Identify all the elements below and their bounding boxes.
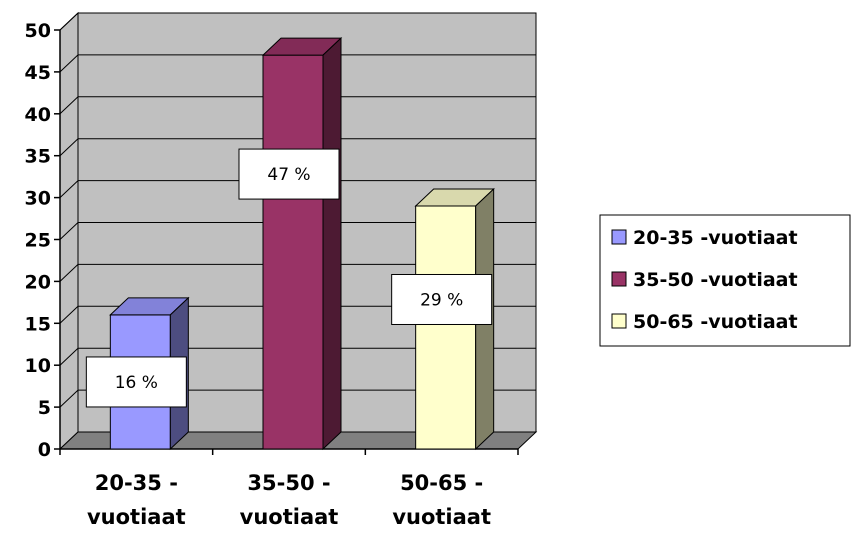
bar-front (415, 205, 477, 450)
gridline (59, 54, 536, 73)
legend-entry: 35-50 -vuotiaat (633, 269, 798, 291)
category-label-line: vuotiaat (240, 505, 339, 529)
legend-swatch (611, 229, 627, 245)
data-label-text: 16 % (115, 373, 158, 393)
bar-front (262, 54, 324, 450)
category-label: 50-65 - vuotiaat (392, 471, 491, 529)
y-tick-label: 40 (25, 104, 51, 126)
gridline (59, 138, 536, 157)
data-label-text: 29 % (420, 290, 463, 310)
bar-side (322, 36, 342, 451)
data-label-text: 47 % (267, 165, 310, 185)
bar (261, 36, 343, 451)
data-label: 29 % (391, 273, 493, 325)
category-label-line: 20-35 - (95, 471, 178, 495)
category-label: 35-50 - vuotiaat (240, 471, 339, 529)
data-label: 47 % (238, 148, 340, 200)
y-tick-label: 15 (25, 313, 51, 335)
y-tick-label: 5 (38, 397, 51, 419)
legend-entry: 50-65 -vuotiaat (633, 311, 798, 333)
gridline (59, 180, 536, 198)
y-tick-label: 25 (25, 230, 51, 252)
value-axis: 0 5 10 15 20 25 30 35 40 45 50 (25, 20, 519, 461)
category-label-line: 35-50 - (247, 471, 330, 495)
legend-box (599, 214, 851, 347)
data-labels: 16 % 47 % 29 % (85, 148, 493, 408)
legend-swatch (611, 271, 627, 287)
gridline (59, 222, 536, 240)
category-axis: 20-35 - vuotiaat 35-50 - vuotiaat 50-65 - vuo… (87, 471, 491, 529)
y-tick-label: 45 (25, 62, 51, 84)
category-label-line: vuotiaat (87, 505, 186, 529)
data-label-box (85, 356, 187, 408)
gridline (59, 263, 536, 282)
y-tick-label: 10 (25, 355, 51, 377)
y-tick-label: 20 (25, 271, 51, 293)
gridline (59, 305, 536, 324)
y-tick-label: 30 (25, 188, 51, 210)
gridline (59, 389, 536, 408)
data-label: 16 % (85, 356, 187, 408)
legend: 20-35 -vuotiaat 35-50 -vuotiaat 50-65 -vuo… (599, 214, 851, 347)
y-tick-label: 35 (25, 146, 51, 168)
y-tick-label: 0 (38, 439, 51, 461)
y-tick-label: 50 (25, 20, 51, 42)
gridline (59, 96, 536, 115)
legend-entry: 20-35 -vuotiaat (633, 227, 798, 249)
gridline (59, 12, 536, 31)
gridline (59, 347, 536, 366)
gridlines (59, 12, 536, 408)
category-label-line: vuotiaat (392, 505, 491, 529)
data-label-box (391, 273, 493, 325)
category-label-line: 50-65 - (400, 471, 483, 495)
bars (109, 36, 495, 451)
data-label-box (238, 148, 340, 200)
legend-swatch (611, 313, 627, 329)
category-label: 20-35 - vuotiaat (87, 471, 186, 529)
